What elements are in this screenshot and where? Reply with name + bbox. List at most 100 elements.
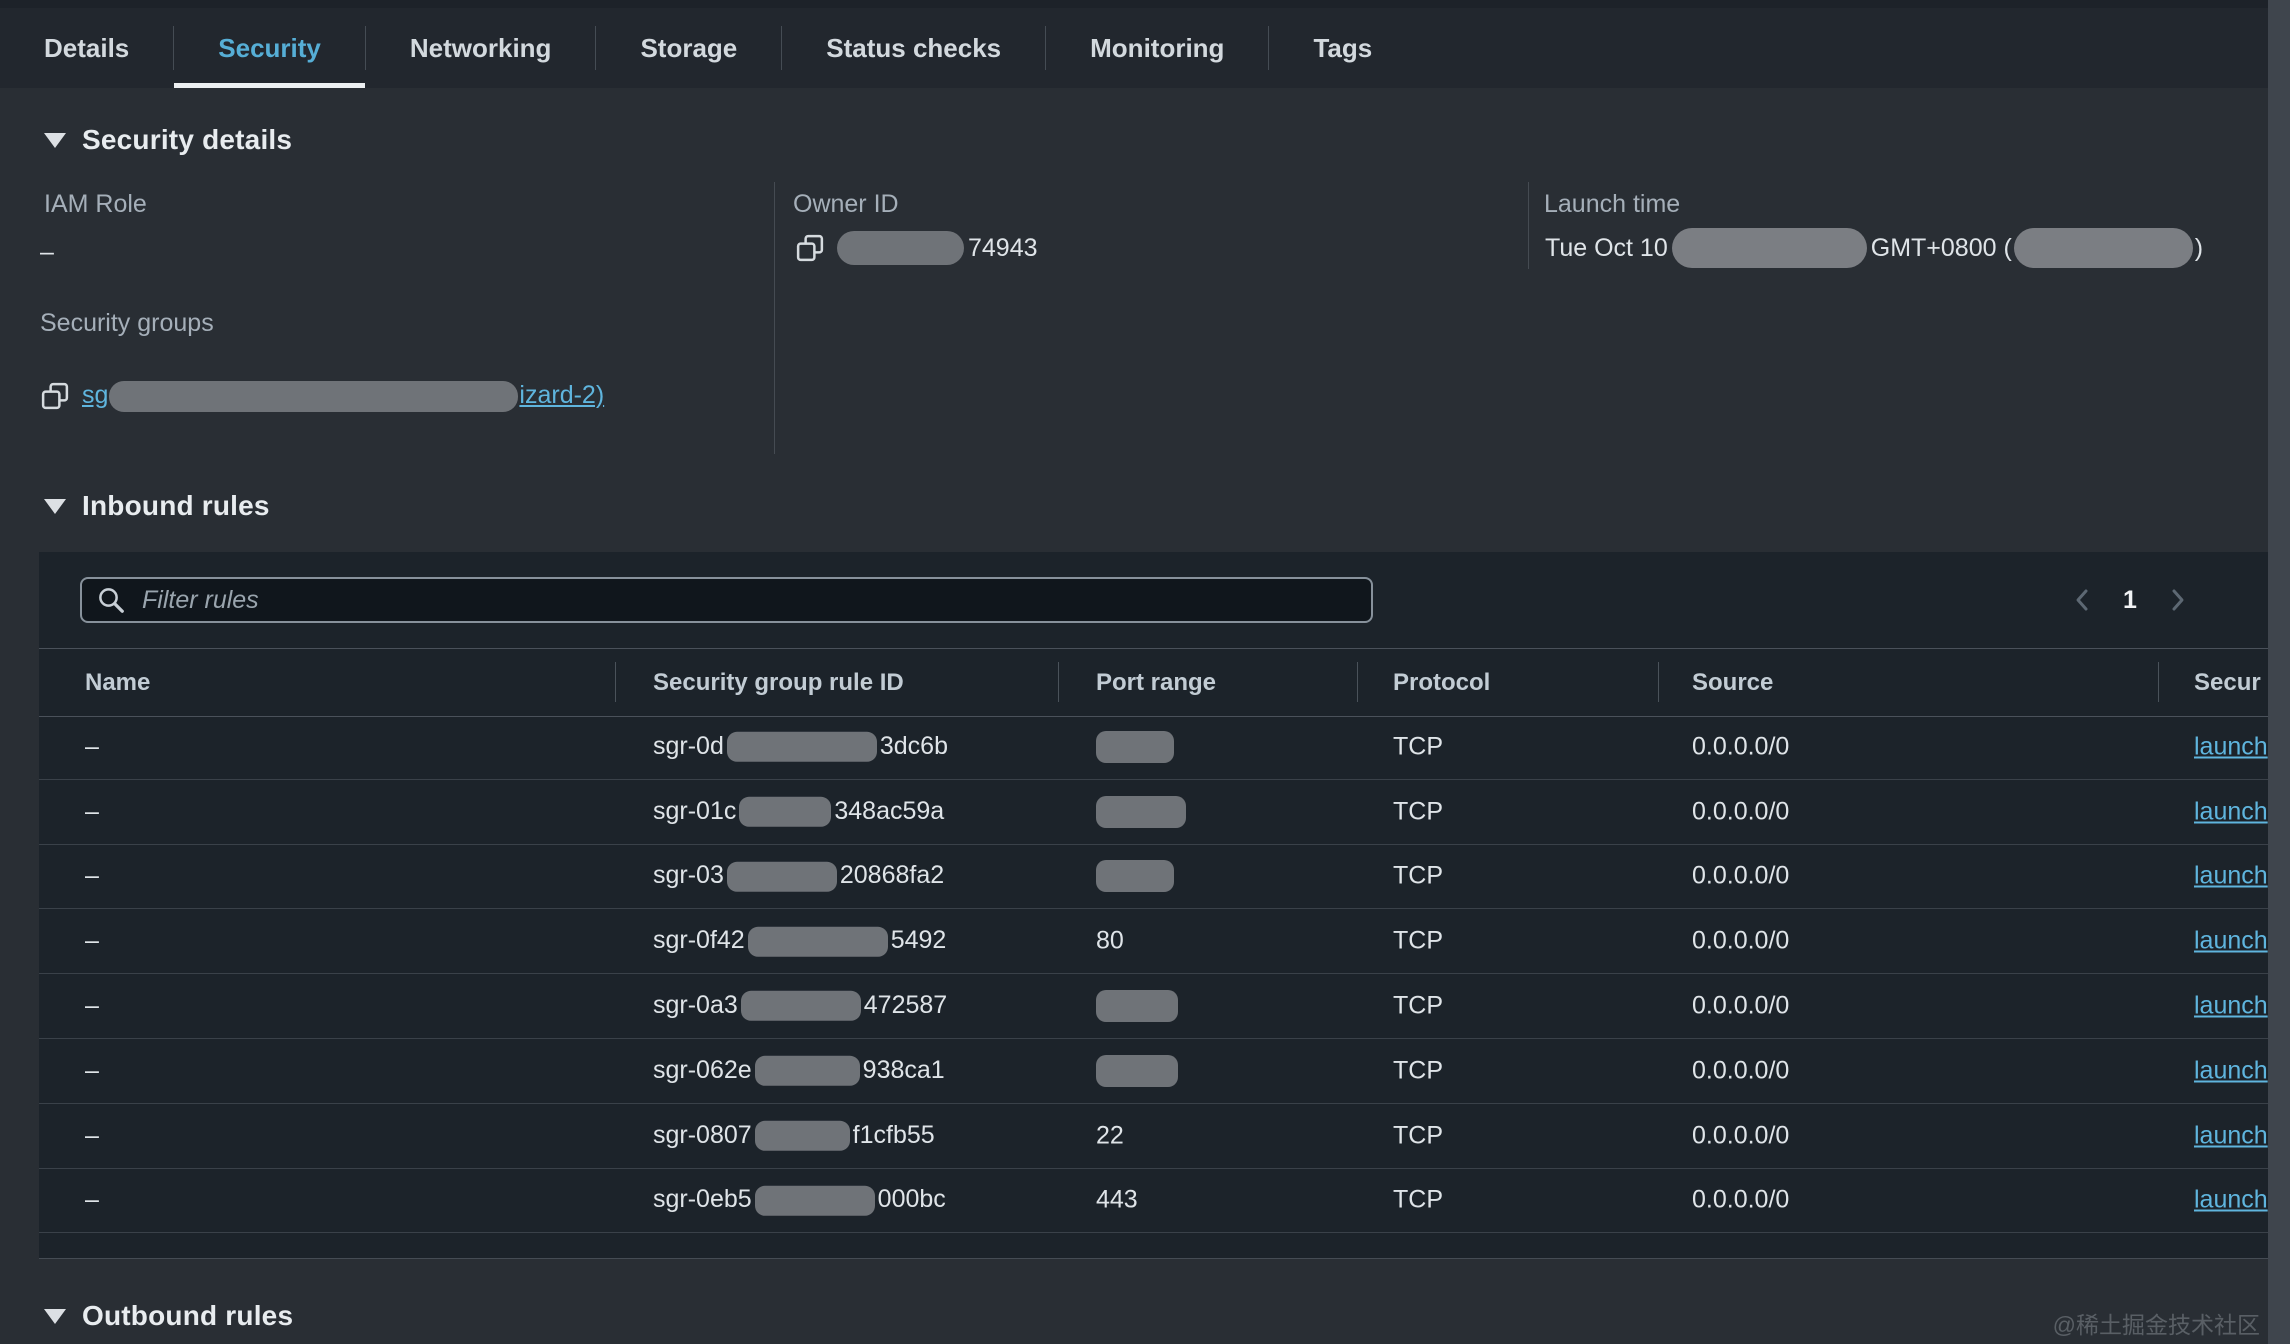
protocol-cell: TCP [1393,1056,1443,1085]
next-page-button[interactable] [2163,586,2191,614]
rule-id-cell: sgr-0d 3dc6b [653,732,948,763]
redaction-pill [1096,860,1174,893]
owner-id-value: 74943 [968,233,1038,262]
tab-details[interactable]: Details [44,32,130,63]
tab-separator [781,26,783,70]
redaction-pill [754,1056,860,1087]
rule-name-cell: – [85,991,99,1020]
launch-time-date: Tue Oct 10 [1545,233,1668,262]
rule-name-cell: – [85,732,99,761]
port-range-cell [1096,990,1178,1023]
launch-time-paren: ) [2194,233,2204,262]
launch-wizard-link[interactable]: launch [2194,991,2268,1020]
outbound-rules-toggle[interactable]: Outbound rules [44,1300,293,1332]
source-cell: 0.0.0.0/0 [1692,732,1790,761]
copy-icon[interactable] [40,381,70,411]
port-range-cell: 80 [1096,926,1124,955]
previous-page-button[interactable] [2069,586,2097,614]
launch-wizard-link[interactable]: launch [2194,926,2268,955]
tab-monitoring[interactable]: Monitoring [1090,32,1225,63]
column-header-rule-id[interactable]: Security group rule ID [653,668,904,696]
column-divider[interactable] [2158,662,2159,702]
port-range-cell [1096,795,1186,828]
filter-rules-input[interactable] [140,584,1357,616]
launch-wizard-link[interactable]: launch [2194,1185,2268,1214]
protocol-cell: TCP [1393,991,1443,1020]
launch-wizard-link[interactable]: launch [2194,732,2268,761]
column-divider[interactable] [615,662,616,702]
owner-id-row: 74943 [795,228,1038,268]
column-divider[interactable] [1357,662,1358,702]
launch-wizard-link[interactable]: launch [2194,861,2268,890]
tab-tags[interactable]: Tags [1313,32,1373,63]
tab-networking[interactable]: Networking [409,32,552,63]
launch-time-label: Launch time [1544,190,1681,218]
column-header-source[interactable]: Source [1692,668,1774,696]
security-group-link[interactable]: sg izard-2) [82,380,604,412]
rule-id-cell: sgr-0807 f1cfb55 [653,1120,935,1151]
security-details-toggle[interactable]: Security details [44,124,292,156]
vertical-scrollbar[interactable] [2268,0,2290,1344]
iam-role-label: IAM Role [44,190,147,218]
tab-separator [1268,26,1270,70]
redaction-pill [739,796,832,827]
redaction-pill [837,231,964,265]
current-page-number[interactable]: 1 [2123,585,2137,614]
rule-id-cell: sgr-0a3 472587 [653,991,947,1022]
collapse-triangle-icon [44,132,66,148]
security-groups-cell: launch [2194,992,2268,1021]
protocol-cell: TCP [1393,1121,1443,1150]
protocol-cell: TCP [1393,926,1443,955]
column-header-name[interactable]: Name [85,668,151,696]
rule-name-cell: – [85,1185,99,1214]
table-row[interactable]: – sgr-01c 348ac59a TCP 0.0.0.0/0 launch [39,780,2268,845]
source-cell: 0.0.0.0/0 [1692,797,1790,826]
column-header-port[interactable]: Port range [1096,668,1217,696]
security-group-row: sg izard-2) [40,378,604,414]
rule-id-cell: sgr-03 20868fa2 [653,861,944,892]
table-row[interactable]: – sgr-03 20868fa2 TCP 0.0.0.0/0 launch [39,845,2268,910]
rule-name-cell: – [85,926,99,955]
launch-wizard-link[interactable]: launch [2194,1056,2268,1085]
column-header-security-groups[interactable]: Secur [2194,668,2261,696]
redaction-pill [726,732,877,763]
launch-time-row: Tue Oct 10 GMT+0800 ( ) [1545,226,2203,270]
inbound-rules-toggle[interactable]: Inbound rules [44,490,270,522]
protocol-cell: TCP [1393,732,1443,761]
table-row[interactable]: – sgr-0a3 472587 TCP 0.0.0.0/0 launch [39,974,2268,1039]
table-header-row: Name Security group rule ID Port range P… [39,648,2268,717]
column-divider[interactable] [1058,662,1059,702]
copy-icon[interactable] [795,233,825,263]
rule-id-cell: sgr-01c 348ac59a [653,796,944,827]
tab-status-checks[interactable]: Status checks [826,32,1002,63]
security-groups-cell: launch [2194,1056,2268,1085]
launch-wizard-link[interactable]: launch [2194,1121,2268,1150]
search-icon [96,585,126,615]
table-row[interactable]: – sgr-0d 3dc6b TCP 0.0.0.0/0 launch [39,715,2268,780]
redaction-pill [1096,990,1178,1023]
table-row[interactable]: – sgr-0eb5 000bc 443 TCP 0.0.0.0/0 launch [39,1169,2268,1234]
table-row[interactable]: – sgr-062e 938ca1 TCP 0.0.0.0/0 launch [39,1039,2268,1104]
rule-name-cell: – [85,1056,99,1085]
launch-wizard-link[interactable]: launch [2194,797,2268,826]
source-cell: 0.0.0.0/0 [1692,1056,1790,1085]
rule-id-cell: sgr-0f42 5492 [653,926,946,957]
section-title: Outbound rules [82,1300,294,1331]
rule-name-cell: – [85,1121,99,1150]
tab-separator [595,26,597,70]
tab-security[interactable]: Security [174,8,365,88]
column-header-protocol[interactable]: Protocol [1393,668,1491,696]
top-strip [0,0,2290,8]
watermark: @稀土掘金技术社区 [2052,1312,2260,1338]
port-range-cell [1096,860,1174,893]
collapse-triangle-icon [44,498,66,514]
column-divider[interactable] [1658,662,1659,702]
tab-storage[interactable]: Storage [640,32,738,63]
redaction-pill [754,1120,850,1151]
table-row[interactable]: – sgr-0807 f1cfb55 22 TCP 0.0.0.0/0 launc… [39,1104,2268,1169]
rule-id-cell: sgr-0eb5 000bc [653,1185,946,1216]
table-row[interactable]: – sgr-0f42 5492 80 TCP 0.0.0.0/0 launch [39,909,2268,975]
source-cell: 0.0.0.0/0 [1692,1121,1790,1150]
security-groups-cell: launch [2194,927,2268,956]
